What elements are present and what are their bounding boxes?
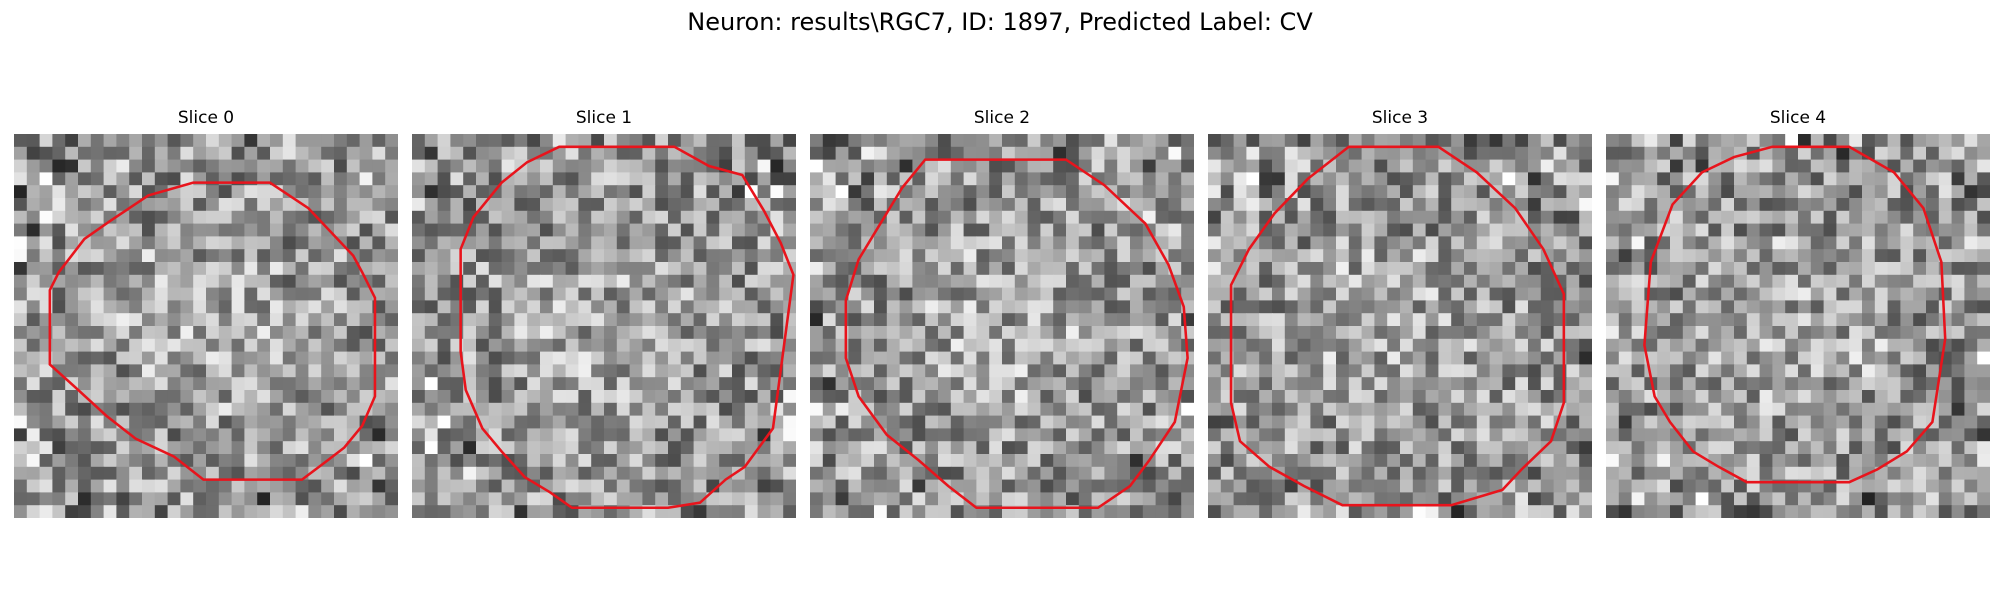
slice-panel-0: Slice 0 <box>14 108 398 518</box>
slice-title: Slice 1 <box>575 108 633 128</box>
pixel-grid <box>810 134 1194 518</box>
slice-image <box>412 134 796 518</box>
contour-outline <box>844 158 1189 510</box>
slice-image <box>810 134 1194 518</box>
slice-image <box>14 134 398 518</box>
contour-outline <box>1229 145 1566 507</box>
slice-image <box>1208 134 1592 518</box>
slice-panel-3: Slice 3 <box>1208 108 1592 518</box>
figure-title: Neuron: results\RGC7, ID: 1897, Predicte… <box>687 8 1313 36</box>
contour-outline <box>459 145 795 510</box>
slice-image <box>1606 134 1990 518</box>
slice-title: Slice 2 <box>973 108 1031 128</box>
slice-title: Slice 0 <box>177 108 235 128</box>
contour-outline <box>1643 145 1947 484</box>
pixel-grid <box>1606 134 1990 518</box>
slice-panel-2: Slice 2 <box>810 108 1194 518</box>
pixel-grid <box>14 134 398 518</box>
contour-outline <box>48 181 377 481</box>
slice-panel-1: Slice 1 <box>412 108 796 518</box>
slice-title: Slice 3 <box>1371 108 1429 128</box>
slice-title: Slice 4 <box>1769 108 1827 128</box>
pixel-grid <box>412 134 796 518</box>
slice-panel-4: Slice 4 <box>1606 108 1990 518</box>
pixel-grid <box>1208 134 1592 518</box>
